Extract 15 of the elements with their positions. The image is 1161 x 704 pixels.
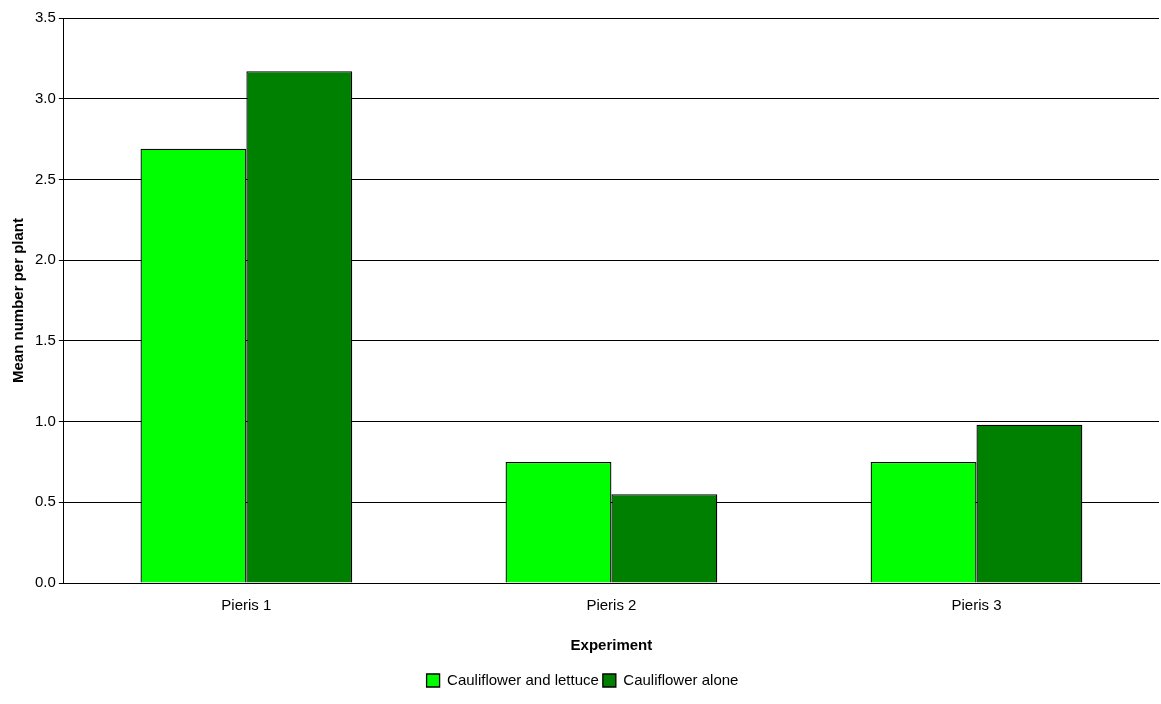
y-tick-label: 1.5 [34, 331, 56, 348]
y-tick-label: 3.0 [34, 88, 56, 106]
x-tick-label: Pieris 3 [951, 596, 1002, 614]
x-axis-title: Experiment [570, 636, 653, 654]
y-tick-label: 2.5 [34, 169, 56, 187]
legend-label: Cauliflower alone [623, 670, 739, 688]
legend-label: Cauliflower and lettuce [447, 670, 599, 688]
y-tick-label: 2.0 [34, 250, 56, 268]
x-tick-label: Pieris 2 [586, 596, 637, 614]
y-tick-label: 0.0 [34, 573, 56, 591]
y-tick-label: 0.5 [34, 492, 56, 510]
y-tick-label: 3.5 [34, 8, 56, 26]
y-tick-label: 1.0 [34, 411, 56, 429]
y-axis-title: Mean number per plant [9, 217, 27, 384]
x-tick-label: Pieris 1 [221, 596, 272, 614]
